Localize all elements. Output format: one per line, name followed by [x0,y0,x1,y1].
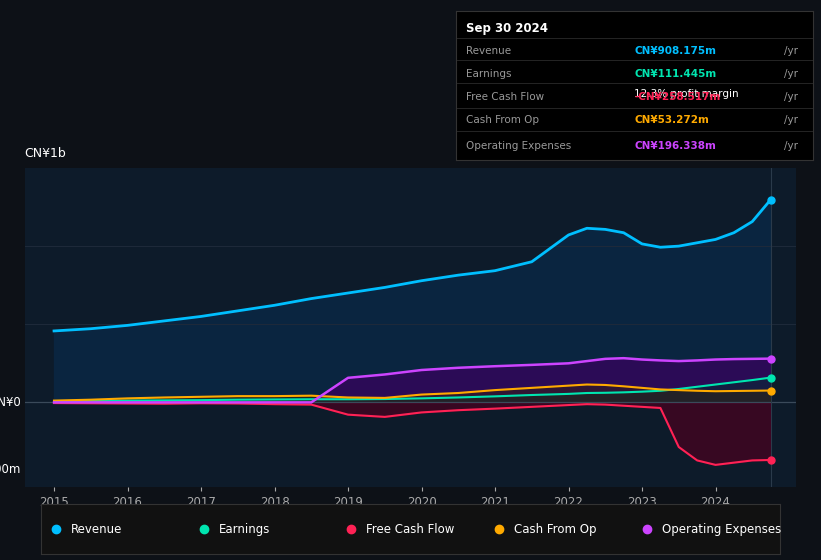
Text: /yr: /yr [784,115,798,125]
Text: Revenue: Revenue [71,522,122,536]
Text: Operating Expenses: Operating Expenses [662,522,781,536]
Text: Free Cash Flow: Free Cash Flow [466,91,544,101]
Text: 12.3% profit margin: 12.3% profit margin [635,88,739,99]
Text: CN¥196.338m: CN¥196.338m [635,141,716,151]
Text: CN¥0: CN¥0 [0,396,21,409]
Text: Operating Expenses: Operating Expenses [466,141,571,151]
Text: Revenue: Revenue [466,46,511,56]
Text: -CN¥258.517m: -CN¥258.517m [635,91,721,101]
Text: /yr: /yr [784,141,798,151]
Text: Cash From Op: Cash From Op [514,522,596,536]
Text: Earnings: Earnings [466,68,511,78]
Text: Earnings: Earnings [218,522,270,536]
Text: Sep 30 2024: Sep 30 2024 [466,22,548,35]
Text: CN¥1b: CN¥1b [25,147,67,160]
Text: /yr: /yr [784,68,798,78]
Text: Free Cash Flow: Free Cash Flow [366,522,455,536]
Text: CN¥111.445m: CN¥111.445m [635,68,717,78]
Text: CN¥908.175m: CN¥908.175m [635,46,716,56]
Text: -CN¥300m: -CN¥300m [0,463,21,476]
Text: Cash From Op: Cash From Op [466,115,539,125]
Text: /yr: /yr [784,91,798,101]
Text: CN¥53.272m: CN¥53.272m [635,115,709,125]
Text: /yr: /yr [784,46,798,56]
